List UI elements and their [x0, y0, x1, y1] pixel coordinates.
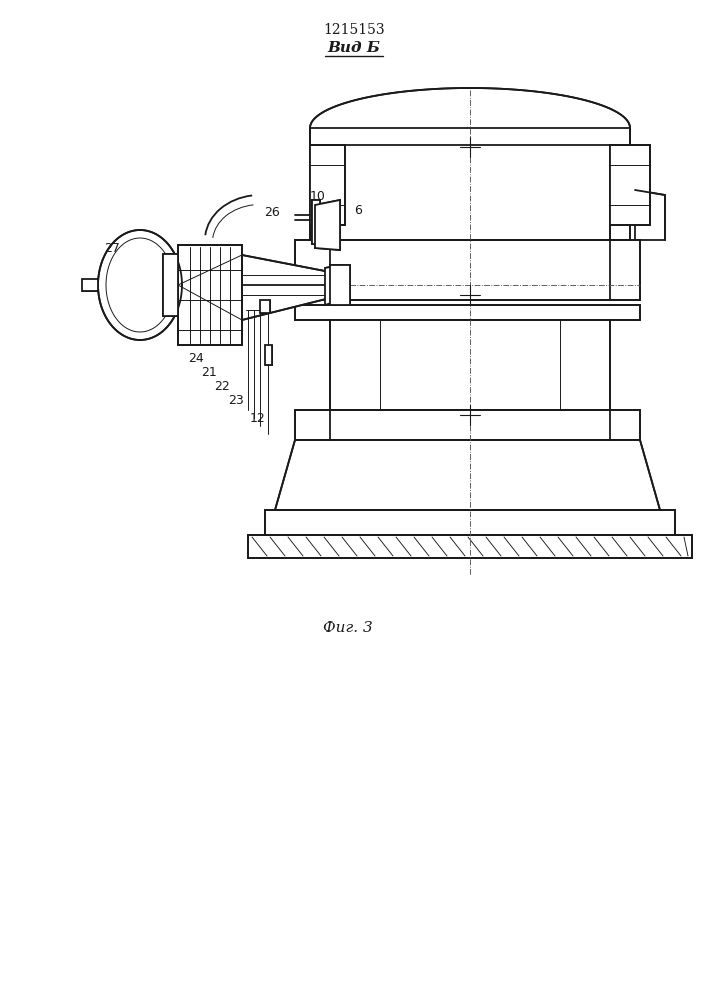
Text: 22: 22 — [214, 379, 230, 392]
Polygon shape — [330, 265, 350, 305]
Text: Фиг. 3: Фиг. 3 — [323, 621, 373, 635]
Polygon shape — [295, 305, 640, 320]
Text: 21: 21 — [201, 365, 217, 378]
Polygon shape — [242, 255, 330, 320]
Polygon shape — [248, 535, 692, 558]
Polygon shape — [163, 254, 178, 316]
Text: 24: 24 — [188, 352, 204, 364]
Polygon shape — [98, 230, 182, 340]
Polygon shape — [312, 200, 320, 244]
Polygon shape — [310, 145, 345, 225]
Polygon shape — [260, 300, 270, 313]
Text: 6: 6 — [354, 204, 362, 217]
Text: 26: 26 — [264, 206, 280, 219]
Text: 1215153: 1215153 — [323, 23, 385, 37]
Polygon shape — [330, 320, 610, 410]
Polygon shape — [295, 410, 640, 440]
Polygon shape — [610, 145, 650, 225]
Text: 27: 27 — [104, 241, 120, 254]
Polygon shape — [178, 245, 242, 345]
Text: 10: 10 — [310, 190, 326, 204]
Polygon shape — [315, 200, 340, 250]
Polygon shape — [275, 440, 660, 510]
Polygon shape — [295, 240, 640, 300]
Polygon shape — [635, 190, 665, 240]
Polygon shape — [310, 88, 630, 145]
Text: 23: 23 — [228, 393, 244, 406]
Polygon shape — [82, 279, 98, 291]
Polygon shape — [265, 510, 675, 535]
Polygon shape — [325, 265, 340, 305]
Polygon shape — [330, 145, 610, 240]
Text: 12: 12 — [250, 412, 266, 424]
Polygon shape — [310, 128, 630, 240]
Text: Вид Б: Вид Б — [327, 41, 380, 55]
Polygon shape — [265, 345, 272, 365]
